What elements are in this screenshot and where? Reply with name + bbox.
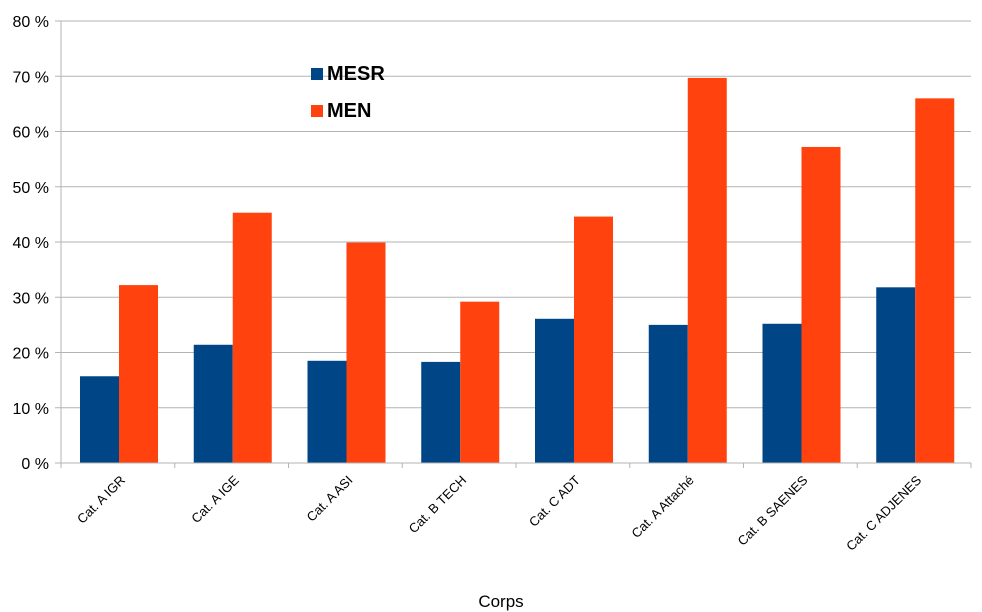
bar-mesr: [535, 319, 574, 463]
x-tick-label: Cat. B SAENES: [734, 472, 810, 548]
y-tick-label: 10 %: [13, 401, 49, 418]
legend-swatch-men: [311, 105, 323, 117]
bar-mesr: [80, 376, 119, 463]
y-tick-label: 70 %: [13, 69, 49, 86]
bar-men: [688, 78, 727, 463]
y-tick-label: 20 %: [13, 346, 49, 363]
x-tick-label: Cat. A IGR: [74, 473, 128, 527]
y-tick-label: 0 %: [21, 456, 49, 473]
bar-men: [119, 285, 158, 463]
bar-mesr: [876, 287, 915, 463]
x-tick-label: Cat. A ASI: [303, 473, 355, 525]
x-tick-label: Cat. C ADT: [526, 472, 583, 529]
x-tick-label: Cat. A IGE: [188, 472, 242, 526]
legend-label-men: MEN: [327, 100, 371, 122]
bar-mesr: [421, 362, 460, 463]
legend-swatch-mesr: [311, 68, 323, 80]
bar-men: [574, 217, 613, 463]
y-tick-label: 80 %: [13, 14, 49, 31]
x-tick-label: Cat. C ADJENES: [843, 472, 924, 553]
bar-men: [233, 213, 272, 463]
y-tick-label: 30 %: [13, 290, 49, 307]
bar-men: [915, 98, 954, 463]
legend: MESR MEN: [311, 63, 385, 122]
bar-men: [802, 147, 841, 463]
y-tick-label: 60 %: [13, 125, 49, 142]
bar-mesr: [649, 325, 688, 463]
bar-men: [460, 302, 499, 463]
x-axis-title: Corps: [478, 592, 523, 611]
legend-label-mesr: MESR: [327, 63, 385, 85]
y-axis-ticks: 0 % 10 % 20 % 30 % 40 % 50 % 60 % 70 % 80 %: [13, 14, 61, 473]
y-tick-label: 40 %: [13, 235, 49, 252]
x-tick-label: Cat. B TECH: [406, 473, 470, 537]
y-tick-label: 50 %: [13, 180, 49, 197]
bar-mesr: [763, 324, 802, 463]
bar-men: [347, 243, 386, 463]
x-tick-label: Cat. A Attaché: [628, 473, 696, 541]
x-axis-tick-labels: Cat. A IGR Cat. A IGE Cat. A ASI Cat. B TEC…: [74, 472, 925, 553]
bar-mesr: [308, 361, 347, 463]
bar-mesr: [194, 345, 233, 463]
bars: [80, 78, 954, 463]
